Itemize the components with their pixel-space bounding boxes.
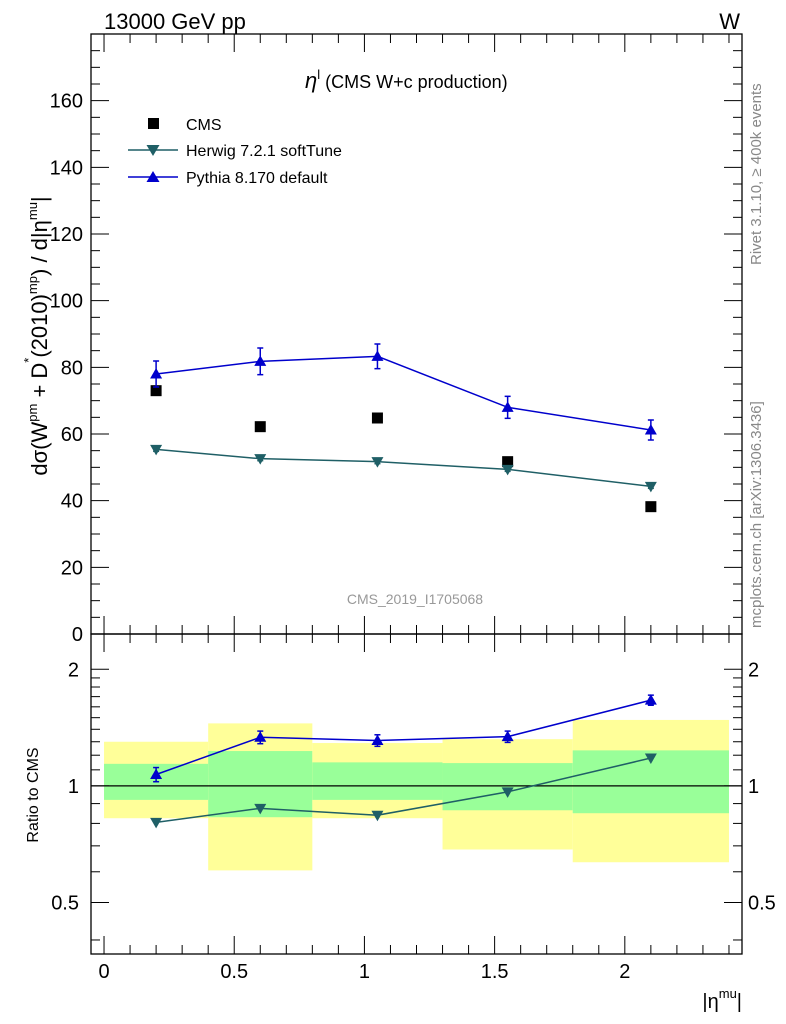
main-pythia-point	[254, 355, 267, 366]
ratio-y-axis-label: Ratio to CMS	[25, 747, 42, 842]
analysis-id-label: CMS_2019_I1705068	[347, 591, 483, 607]
main-herwig-point	[254, 454, 267, 465]
ratio-y-tick-label: 2	[68, 659, 79, 681]
ratio-y-tick-label: 1	[68, 776, 79, 798]
legend-entry-herwig: Herwig 7.2.1 softTune	[128, 143, 342, 160]
x-tick-label: 1	[359, 961, 370, 983]
legend-cms-marker	[148, 118, 159, 129]
main-pythia-line	[156, 355, 651, 431]
legend-herwig-label: Herwig 7.2.1 softTune	[186, 143, 342, 160]
header-energy-label: 13000 GeV pp	[104, 9, 246, 34]
legend-herwig-marker	[146, 145, 160, 156]
legend-pythia-marker	[146, 171, 160, 182]
main-cms-point	[645, 501, 657, 513]
main-y-tick-label: 160	[50, 91, 83, 113]
main-cms-point	[502, 456, 514, 468]
legend: CMS Herwig 7.2.1 softTune Pythia 8.170 d…	[128, 117, 342, 187]
ratio-pythia-point	[254, 731, 267, 742]
ratio-herwig-point	[254, 803, 267, 815]
legend-pythia-label: Pythia 8.170 default	[186, 170, 328, 187]
main-panel-ticks: 0 20 40 60 80 100 120 140 160	[50, 33, 742, 646]
ratio-band-inner	[442, 763, 573, 811]
ratio-y-tick-label-right: 2	[748, 659, 759, 681]
ratio-y-tick-label-right: 1	[748, 776, 759, 798]
main-y-tick-label: 40	[61, 491, 83, 513]
header-process-label: W	[719, 9, 740, 34]
main-y-tick-label: 0	[72, 624, 83, 646]
ratio-y-tick-label-right: 0.5	[748, 892, 776, 914]
ratio-pythia-point	[501, 730, 514, 742]
main-y-tick-label: 60	[61, 424, 83, 446]
x-tick-label: 2	[619, 961, 630, 983]
main-y-axis-label: dσ(Wpm + D*(2010)mp) / d|ηmu|	[21, 196, 52, 475]
main-herwig-point	[150, 444, 163, 456]
main-cms-point	[371, 412, 383, 424]
rivet-version-label: Rivet 3.1.10, ≥ 400k events	[748, 83, 765, 265]
ratio-herwig-point	[150, 817, 163, 829]
main-y-tick-label: 80	[61, 357, 83, 379]
main-herwig-point	[501, 464, 514, 476]
main-y-tick-label: 100	[50, 291, 83, 313]
main-y-tick-label: 20	[61, 557, 83, 579]
legend-entry-pythia: Pythia 8.170 default	[128, 170, 328, 187]
main-herwig-line	[156, 448, 651, 488]
main-pythia-point	[501, 401, 514, 412]
ratio-band-inner	[312, 762, 443, 800]
x-axis-label: |ηmu|	[702, 986, 742, 1013]
main-cms-point	[254, 421, 266, 433]
ratio-herwig-point	[501, 787, 514, 798]
main-pythia-point	[644, 424, 657, 435]
ratio-herwig-point	[371, 810, 384, 822]
main-y-tick-label: 140	[50, 157, 83, 179]
ratio-herwig-point	[644, 753, 657, 765]
ratio-pythia-point	[644, 694, 657, 705]
mcplots-credit-label: mcplots.cern.ch [arXiv:1306.3436]	[748, 401, 765, 628]
x-tick-label: 1.5	[481, 961, 509, 983]
main-pythia-point	[371, 350, 384, 361]
main-pythia-point	[150, 368, 163, 379]
ratio-panel-frame	[90, 633, 743, 955]
main-y-tick-label: 120	[50, 224, 83, 246]
ratio-panel-ticks: 0 0.5 1 1.5 2 0.5 0.5 1 1 2 2	[51, 634, 776, 983]
main-herwig-point	[644, 481, 657, 493]
legend-entry-cms: CMS	[148, 117, 222, 134]
x-tick-label: 0.5	[220, 961, 248, 983]
legend-cms-label: CMS	[186, 117, 222, 134]
main-panel-marks	[150, 343, 657, 513]
main-panel-title: ηl (CMS W+c production)	[305, 67, 508, 93]
ratio-panel-marks	[150, 694, 657, 829]
ratio-pythia-point	[150, 768, 163, 779]
x-tick-label: 0	[98, 961, 109, 983]
main-herwig-point	[371, 457, 384, 468]
ratio-panel-bands	[104, 719, 729, 871]
ratio-pythia-point	[371, 734, 384, 745]
ratio-y-tick-label: 0.5	[51, 892, 79, 914]
main-cms-point	[150, 385, 162, 397]
